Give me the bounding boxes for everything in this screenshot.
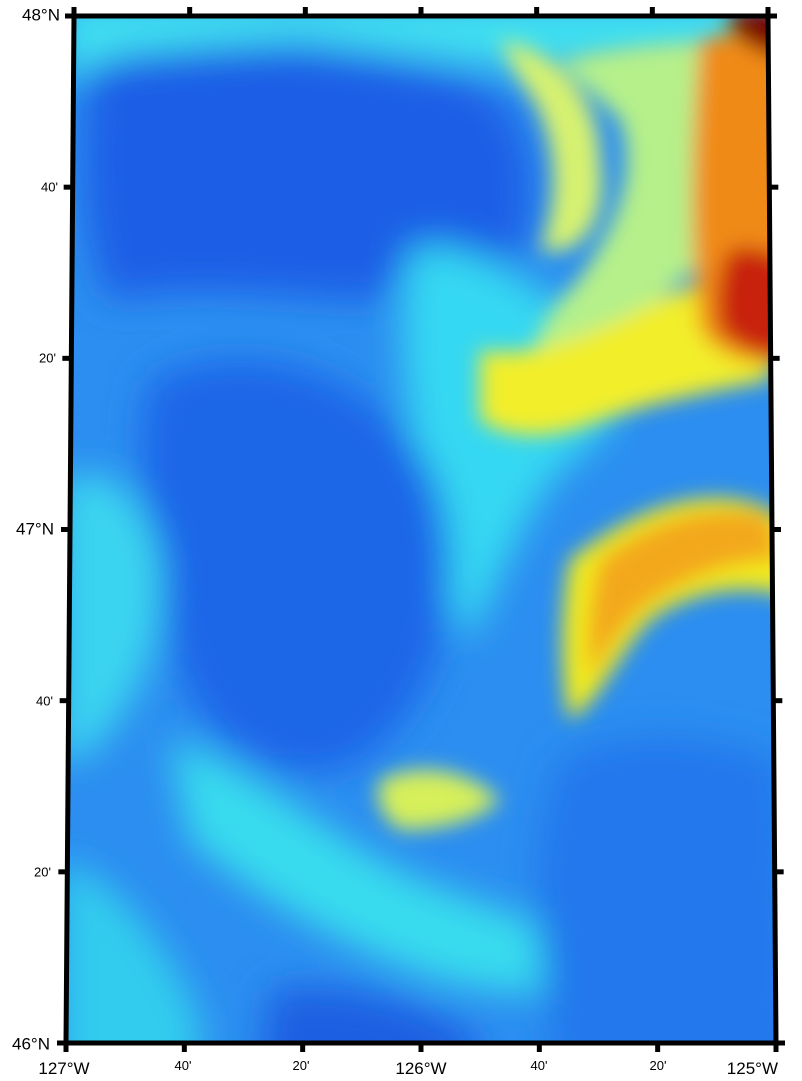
west-eddy-cold — [141, 360, 450, 773]
lat-label-46n-20: 20' — [34, 864, 51, 879]
lat-label-46n-40: 40' — [36, 693, 53, 708]
field-base-layer — [66, 16, 776, 1043]
north-yellow-filament — [500, 40, 602, 252]
bottom-axis-labels: 127°W 40' 20' 126°W 40' 20' 125°W — [38, 1058, 778, 1078]
lat-label-47n-40: 40' — [41, 179, 58, 194]
lon-label-125w-20: 20' — [650, 1058, 667, 1073]
lat-label-46n: 46°N — [12, 1034, 50, 1053]
south-cold-pool — [260, 987, 480, 1043]
southern-cyan-arc — [170, 740, 620, 994]
ne-red-core — [717, 247, 776, 360]
field-warm-layer — [378, 16, 776, 830]
northwest-cold-core — [84, 47, 532, 300]
lon-label-127w: 127°W — [38, 1059, 89, 1078]
southwest-cyan — [66, 860, 200, 1043]
lon-label-126w-40: 40' — [175, 1058, 192, 1073]
southeast-blue — [536, 736, 776, 1043]
left-axis-labels: 48°N 40' 20' 47°N 40' 20' 46°N — [12, 5, 60, 1053]
lat-label-48n: 48°N — [22, 5, 60, 24]
central-yellow-filament — [480, 281, 770, 435]
west-coastal-cyan — [66, 474, 162, 760]
lon-label-125w: 125°W — [727, 1059, 778, 1078]
lon-label-126w: 126°W — [395, 1059, 446, 1078]
lon-label-126w-20: 20' — [293, 1058, 310, 1073]
lon-label-125w-40: 40' — [531, 1058, 548, 1073]
se-orange-core — [588, 510, 776, 680]
ne-darkred-corner — [730, 16, 776, 60]
south-yellow-filament — [378, 769, 500, 830]
lat-label-47n: 47°N — [16, 519, 54, 538]
tick-marks — [57, 7, 785, 1052]
lat-label-47n-20: 20' — [39, 350, 56, 365]
